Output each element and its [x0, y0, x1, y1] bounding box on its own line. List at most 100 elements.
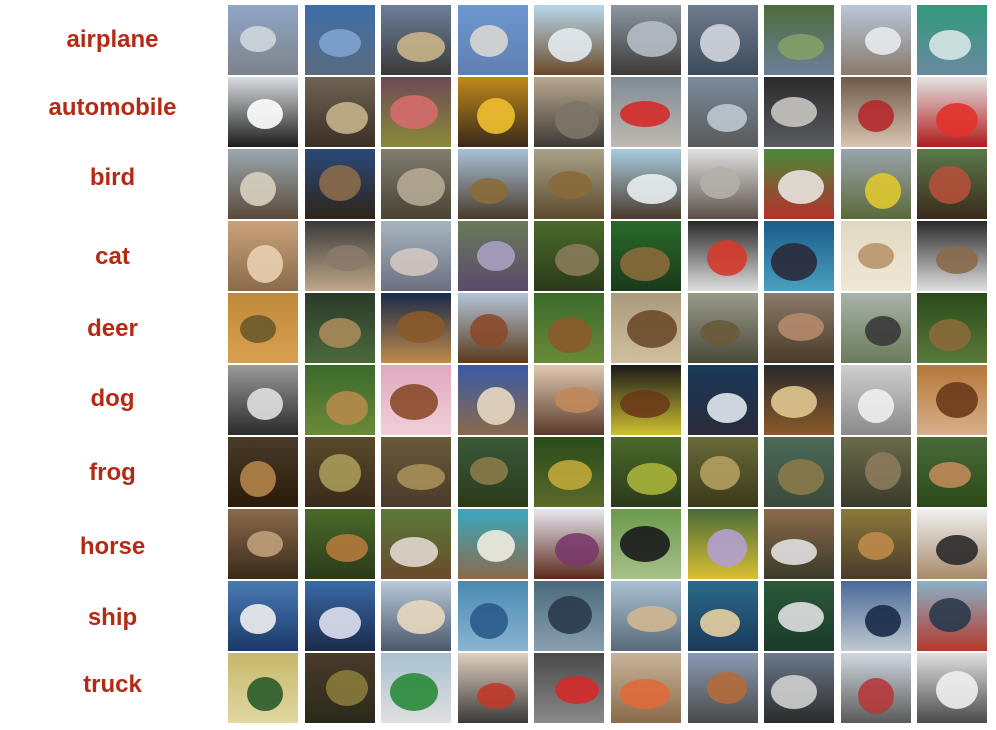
class-label-ship: ship: [87, 604, 138, 631]
thumbnail-airplane-1: [228, 5, 298, 75]
thumbnail-truck-9: [841, 653, 911, 723]
thumbnail-ship-4: [458, 581, 528, 651]
thumbnail-cat-9: [841, 221, 911, 291]
thumbnail-truck-6: [611, 653, 681, 723]
thumbnail-automobile-9: [841, 77, 911, 147]
thumbnail-airplane-8: [764, 5, 834, 75]
thumbnail-bird-9: [841, 149, 911, 219]
thumbnail-airplane-7: [688, 5, 758, 75]
thumbnail-dog-8: [764, 365, 834, 435]
thumbnail-truck-7: [688, 653, 758, 723]
thumbnail-truck-2: [305, 653, 375, 723]
thumbnail-deer-9: [841, 293, 911, 363]
class-label-automobile: automobile: [48, 94, 177, 121]
thumbnail-bird-3: [381, 149, 451, 219]
thumbnail-automobile-3: [381, 77, 451, 147]
thumbnail-ship-1: [228, 581, 298, 651]
thumbnail-cat-3: [381, 221, 451, 291]
thumbnail-bird-7: [688, 149, 758, 219]
thumbnail-airplane-9: [841, 5, 911, 75]
thumbnail-horse-9: [841, 509, 911, 579]
thumbnail-airplane-2: [305, 5, 375, 75]
thumbnail-cat-6: [611, 221, 681, 291]
thumbnail-frog-9: [841, 437, 911, 507]
thumbnail-frog-2: [305, 437, 375, 507]
thumbnail-deer-3: [381, 293, 451, 363]
thumbnail-cat-5: [534, 221, 604, 291]
thumbnail-airplane-10: [917, 5, 987, 75]
thumbnail-ship-7: [688, 581, 758, 651]
thumbnail-frog-7: [688, 437, 758, 507]
class-label-cat: cat: [95, 243, 130, 270]
thumbnail-bird-6: [611, 149, 681, 219]
thumbnail-automobile-10: [917, 77, 987, 147]
thumbnail-dog-1: [228, 365, 298, 435]
thumbnail-dog-2: [305, 365, 375, 435]
thumbnail-ship-8: [764, 581, 834, 651]
thumbnail-frog-10: [917, 437, 987, 507]
thumbnail-cat-8: [764, 221, 834, 291]
thumbnail-dog-4: [458, 365, 528, 435]
thumbnail-ship-6: [611, 581, 681, 651]
thumbnail-dog-9: [841, 365, 911, 435]
thumbnail-horse-5: [534, 509, 604, 579]
thumbnail-deer-1: [228, 293, 298, 363]
thumbnail-automobile-4: [458, 77, 528, 147]
class-label-horse: horse: [79, 533, 146, 560]
thumbnail-deer-2: [305, 293, 375, 363]
thumbnail-deer-8: [764, 293, 834, 363]
thumbnail-cat-10: [917, 221, 987, 291]
thumbnail-ship-5: [534, 581, 604, 651]
thumbnail-deer-10: [917, 293, 987, 363]
thumbnail-dog-6: [611, 365, 681, 435]
thumbnail-ship-2: [305, 581, 375, 651]
thumbnail-frog-5: [534, 437, 604, 507]
thumbnail-ship-3: [381, 581, 451, 651]
thumbnail-automobile-1: [228, 77, 298, 147]
thumbnail-frog-8: [764, 437, 834, 507]
thumbnail-horse-3: [381, 509, 451, 579]
thumbnail-truck-10: [917, 653, 987, 723]
class-label-airplane: airplane: [66, 26, 159, 53]
class-label-bird: bird: [89, 164, 136, 191]
thumbnail-cat-1: [228, 221, 298, 291]
thumbnail-frog-6: [611, 437, 681, 507]
thumbnail-bird-1: [228, 149, 298, 219]
thumbnail-horse-2: [305, 509, 375, 579]
thumbnail-frog-4: [458, 437, 528, 507]
thumbnail-dog-5: [534, 365, 604, 435]
thumbnail-automobile-5: [534, 77, 604, 147]
thumbnail-dog-7: [688, 365, 758, 435]
thumbnail-horse-6: [611, 509, 681, 579]
thumbnail-bird-4: [458, 149, 528, 219]
thumbnail-horse-1: [228, 509, 298, 579]
thumbnail-horse-4: [458, 509, 528, 579]
thumbnail-automobile-7: [688, 77, 758, 147]
thumbnail-bird-5: [534, 149, 604, 219]
thumbnail-automobile-6: [611, 77, 681, 147]
thumbnail-airplane-3: [381, 5, 451, 75]
thumbnail-truck-1: [228, 653, 298, 723]
thumbnail-truck-5: [534, 653, 604, 723]
thumbnail-truck-3: [381, 653, 451, 723]
thumbnail-ship-10: [917, 581, 987, 651]
thumbnail-truck-8: [764, 653, 834, 723]
thumbnail-dog-10: [917, 365, 987, 435]
thumbnail-horse-7: [688, 509, 758, 579]
class-label-dog: dog: [90, 385, 135, 412]
thumbnail-deer-5: [534, 293, 604, 363]
thumbnail-cat-4: [458, 221, 528, 291]
thumbnail-deer-4: [458, 293, 528, 363]
thumbnail-ship-9: [841, 581, 911, 651]
class-label-deer: deer: [87, 315, 138, 342]
thumbnail-cat-2: [305, 221, 375, 291]
thumbnail-bird-10: [917, 149, 987, 219]
thumbnail-bird-2: [305, 149, 375, 219]
thumbnail-cat-7: [688, 221, 758, 291]
thumbnail-automobile-8: [764, 77, 834, 147]
thumbnail-bird-8: [764, 149, 834, 219]
thumbnail-airplane-4: [458, 5, 528, 75]
class-label-truck: truck: [83, 671, 142, 698]
thumbnail-horse-8: [764, 509, 834, 579]
